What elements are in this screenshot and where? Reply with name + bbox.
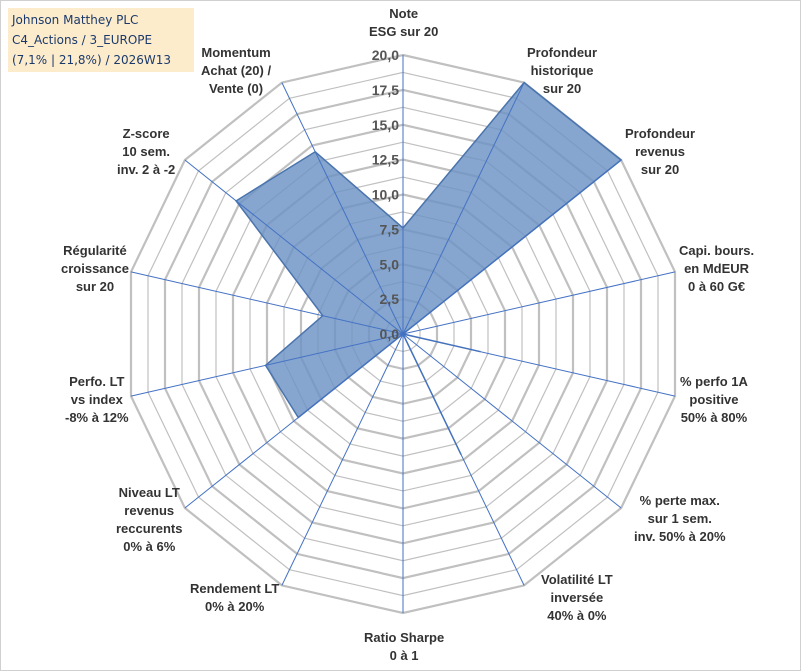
axis-label: Ratio Sharpe 0 à 1	[364, 629, 444, 665]
axis-label-line: 0% à 20%	[205, 599, 265, 614]
axis-label-line: 0 à 60 G€	[688, 279, 746, 294]
chart-title-box: Johnson Matthey PLC C4_Actions / 3_EUROP…	[8, 8, 194, 72]
radial-tick-label: 15,0	[372, 117, 399, 133]
axis-label-line: 0 à 1	[389, 648, 419, 663]
category-label: C4_Actions / 3_EUROPE	[12, 33, 153, 47]
axis-spoke	[130, 271, 404, 335]
axis-label-line: 50% à 80%	[680, 410, 748, 425]
axis-label: Profondeur revenus sur 20	[625, 125, 695, 179]
axis-label-line: inversée	[550, 590, 604, 605]
axis-label-line: inv. 50% à 20%	[634, 529, 726, 544]
axis-label-line: inv. 2 à -2	[117, 162, 176, 177]
axis-label-line: historique	[530, 63, 594, 78]
axis-label-line: 0% à 6%	[123, 539, 176, 554]
radial-tick-label: 20,0	[372, 47, 399, 63]
axis-label-line: ESG sur 20	[369, 24, 439, 39]
axis-label: % perte max. sur 1 sem. inv. 50% à 20%	[634, 492, 726, 546]
spoke-layer	[130, 55, 676, 613]
axis-spoke	[281, 82, 404, 335]
axis-label-line: Rendement LT	[190, 581, 280, 596]
axis-label-line: reccurents	[116, 521, 183, 536]
radial-tick-label: 2,5	[380, 291, 400, 307]
axis-label-line: sur 20	[542, 81, 582, 96]
axis-label-line: Z-score	[122, 126, 170, 141]
axis-label-line: Régularité	[63, 243, 127, 258]
axis-spoke	[402, 333, 622, 509]
axis-label-line: revenus	[124, 503, 175, 518]
axis-label-line: Note	[389, 6, 419, 21]
axis-spoke	[402, 159, 622, 335]
axis-label-line: sur 20	[640, 162, 680, 177]
tick-layer: 0,0 2,5 5,0 7,5 10,0 12,5 15,0 17,5 20,0	[372, 47, 399, 342]
axis-spoke	[281, 333, 404, 586]
axis-label-line: croissance	[61, 261, 129, 276]
radial-tick-label: 17,5	[372, 82, 399, 98]
axis-label: Niveau LT revenus reccurents 0% à 6%	[116, 484, 182, 556]
axis-label: Note ESG sur 20	[369, 5, 438, 41]
axis-label-line: 40% à 0%	[547, 608, 607, 623]
radial-tick-label: 12,5	[372, 152, 399, 168]
axis-label: Volatilité LT inversée 40% à 0%	[541, 571, 613, 625]
axis-spoke	[402, 271, 676, 335]
axis-label: % perfo 1A positive 50% à 80%	[680, 373, 748, 427]
axis-label: Z-score 10 sem. inv. 2 à -2	[117, 125, 175, 179]
axis-label-line: -8% à 12%	[65, 410, 129, 425]
company-name: Johnson Matthey PLC	[12, 13, 139, 27]
axis-spoke	[184, 333, 404, 509]
axis-spoke	[184, 159, 404, 335]
axis-label-line: Profondeur	[625, 126, 696, 141]
axis-label-line: Perfo. LT	[69, 374, 125, 389]
axis-spoke	[130, 333, 404, 397]
axis-label-line: % perfo 1A	[680, 374, 748, 389]
radial-tick-label: 0,0	[380, 326, 400, 342]
axis-label-line: Volatilité LT	[541, 572, 613, 587]
axis-label-line: Achat (20) /	[201, 63, 272, 78]
period-label: (7,1% | 21,8%) / 2026W13	[12, 53, 171, 67]
axis-label-line: Profondeur	[527, 45, 598, 60]
axis-label-line: en MdEUR	[684, 261, 750, 276]
axis-label-line: Niveau LT	[118, 485, 180, 500]
axis-label-line: vs index	[70, 392, 123, 407]
radial-tick-label: 7,5	[380, 221, 400, 237]
axis-label-line: sur 20	[75, 279, 115, 294]
axis-spoke	[402, 82, 525, 335]
axis-label: Profondeur historique sur 20	[527, 44, 597, 98]
axis-label: Capi. bours. en MdEUR 0 à 60 G€	[679, 242, 754, 296]
axis-label: Momentum Achat (20) / Vente (0)	[201, 44, 271, 98]
axis-label: Perfo. LT vs index -8% à 12%	[65, 373, 129, 427]
axis-label-line: Vente (0)	[208, 81, 264, 96]
axis-label: Régularité croissance sur 20	[61, 242, 129, 296]
axis-label-line: 10 sem.	[122, 144, 170, 159]
axis-spoke	[402, 333, 525, 586]
axis-label-line: Capi. bours.	[679, 243, 755, 258]
radial-tick-label: 10,0	[372, 187, 399, 203]
axis-label-line: Ratio Sharpe	[364, 630, 445, 645]
radial-tick-label: 5,0	[380, 256, 400, 272]
axis-label-line: sur 1 sem.	[647, 511, 712, 526]
axis-spoke	[402, 333, 676, 397]
axis-label-line: positive	[689, 392, 739, 407]
axis-label-line: Momentum	[201, 45, 271, 60]
axis-label: Rendement LT 0% à 20%	[190, 580, 279, 616]
axis-label-line: % perte max.	[639, 493, 720, 508]
axis-label-line: revenus	[635, 144, 685, 159]
